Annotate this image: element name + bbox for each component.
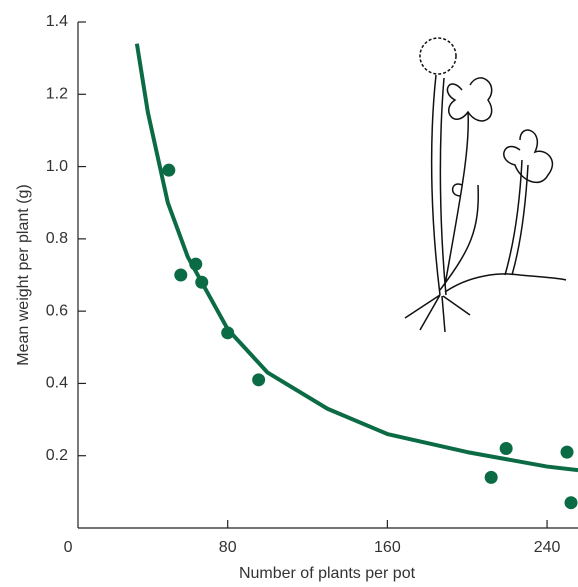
data-point (560, 445, 574, 459)
data-point (221, 326, 235, 340)
data-point (484, 470, 498, 484)
y-tick-label: 1.4 (46, 13, 68, 30)
clover-illustration (404, 37, 567, 333)
y-tick-label: 0.2 (46, 447, 68, 464)
data-point (252, 373, 266, 387)
x-tick-label: 240 (534, 539, 561, 556)
y-tick-label: 0.4 (46, 375, 68, 392)
y-tick-label: 1.2 (46, 86, 68, 103)
y-tick-label: 0.8 (46, 230, 68, 247)
y-axis-label: Mean weight per plant (g) (15, 184, 32, 365)
fit-curve (134, 43, 578, 473)
y-tick-label: 1.0 (46, 158, 68, 175)
x-tick-label: 80 (219, 539, 237, 556)
data-point (564, 496, 578, 510)
data-point (174, 268, 188, 282)
x-tick-label: 0 (64, 539, 73, 556)
x-axis-label: Number of plants per pot (239, 565, 416, 582)
data-point (499, 441, 513, 455)
y-tick-label: 0.6 (46, 302, 68, 319)
data-point (162, 163, 176, 177)
x-tick-label: 160 (374, 539, 401, 556)
